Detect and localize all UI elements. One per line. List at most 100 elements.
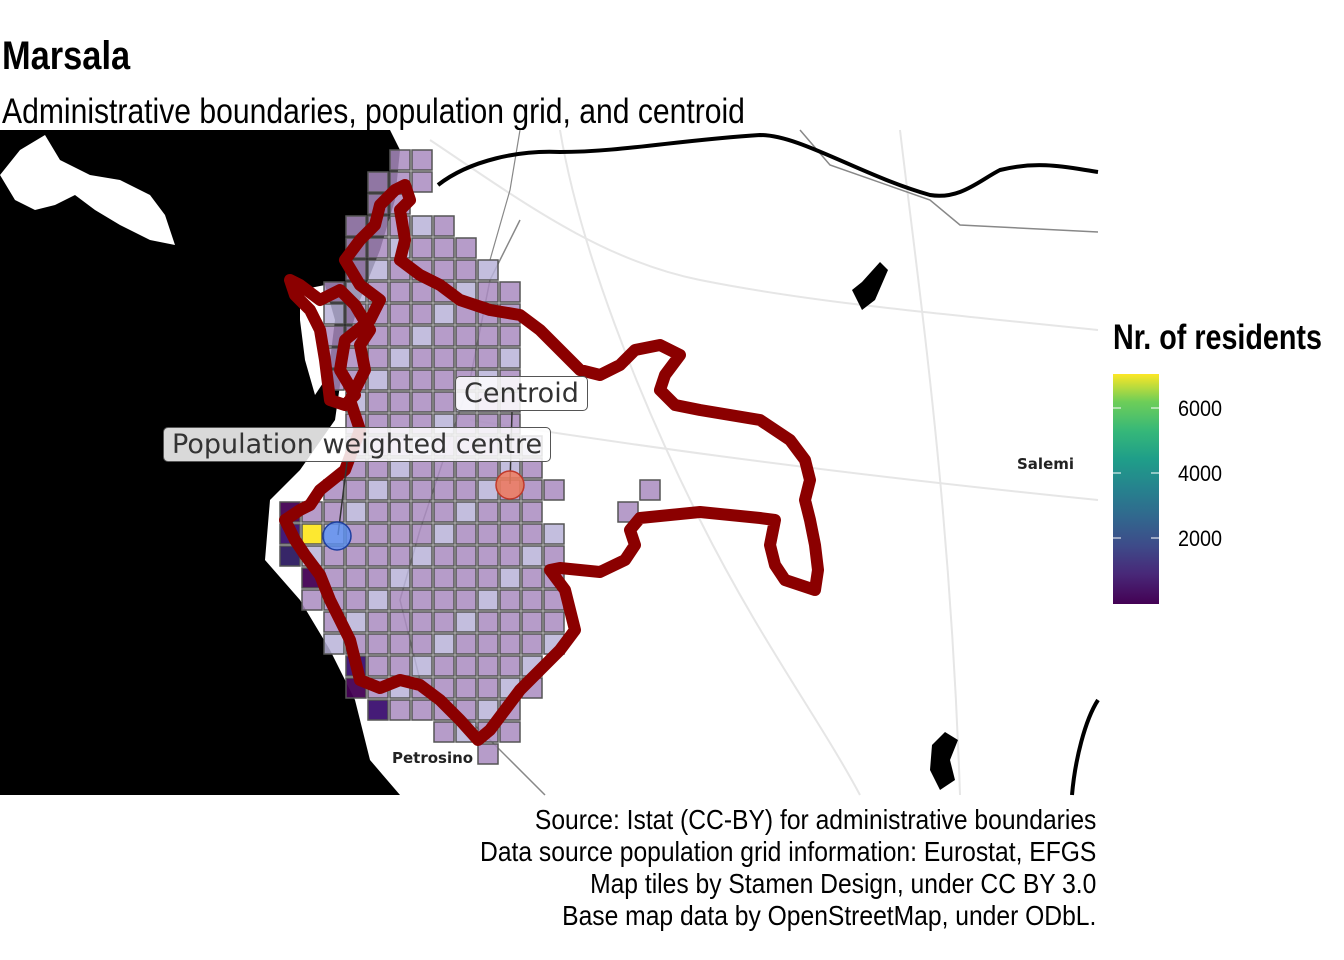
grid-cell bbox=[477, 743, 499, 765]
grid-cell bbox=[455, 567, 477, 589]
grid-cell bbox=[389, 611, 411, 633]
grid-cell bbox=[477, 633, 499, 655]
grid-cell bbox=[499, 347, 521, 369]
grid-cell bbox=[477, 347, 499, 369]
grid-cell bbox=[455, 633, 477, 655]
grid-cell bbox=[433, 237, 455, 259]
grid-cell bbox=[389, 545, 411, 567]
grid-cell bbox=[411, 171, 433, 193]
grid-cell bbox=[433, 391, 455, 413]
grid-cell bbox=[389, 479, 411, 501]
place-salemi: Salemi bbox=[1017, 455, 1075, 473]
island-north bbox=[0, 135, 175, 245]
grid-cell bbox=[477, 281, 499, 303]
grid-cell bbox=[411, 633, 433, 655]
grid-cell bbox=[301, 589, 323, 611]
grid-cell bbox=[455, 545, 477, 567]
grid-cell bbox=[477, 501, 499, 523]
grid-cell bbox=[477, 611, 499, 633]
grid-cell bbox=[433, 259, 455, 281]
grid-cell bbox=[345, 589, 367, 611]
map-title: Marsala bbox=[2, 34, 131, 78]
grid-cell bbox=[477, 567, 499, 589]
legend-title: Nr. of residents bbox=[1113, 318, 1322, 357]
grid-cell bbox=[411, 149, 433, 171]
grid-cell bbox=[367, 633, 389, 655]
grid-cell bbox=[389, 633, 411, 655]
grid-cell bbox=[389, 303, 411, 325]
grid-cell bbox=[499, 281, 521, 303]
grid-cell bbox=[477, 589, 499, 611]
grid-cell bbox=[521, 611, 543, 633]
legend-tick-4000: 4000 bbox=[1178, 461, 1223, 486]
grid-cell bbox=[499, 589, 521, 611]
grid-cell bbox=[367, 369, 389, 391]
grid-cell bbox=[389, 347, 411, 369]
grid-cell bbox=[477, 479, 499, 501]
grid-cell bbox=[433, 325, 455, 347]
grid-cell bbox=[389, 699, 411, 721]
place-petrosino: Petrosino bbox=[392, 749, 474, 767]
grid-cell bbox=[455, 677, 477, 699]
grid-cell bbox=[367, 237, 389, 259]
legend-colorbar bbox=[1113, 374, 1159, 604]
grid-cell bbox=[499, 633, 521, 655]
grid-cell bbox=[433, 611, 455, 633]
grid-cell bbox=[499, 501, 521, 523]
map-caption: Source: Istat (CC-BY) for administrative… bbox=[396, 804, 1096, 932]
grid-cell bbox=[521, 501, 543, 523]
grid-cell bbox=[477, 545, 499, 567]
legend-tick-2000: 2000 bbox=[1178, 526, 1223, 551]
grid-cell bbox=[433, 303, 455, 325]
grid-cell bbox=[455, 325, 477, 347]
caption-line-1: Source: Istat (CC-BY) for administrative… bbox=[534, 804, 1096, 835]
centroid-label: Centroid bbox=[455, 376, 588, 411]
grid-cell bbox=[411, 391, 433, 413]
grid-cell bbox=[389, 567, 411, 589]
grid-cell bbox=[639, 479, 661, 501]
centroid-point bbox=[495, 470, 525, 500]
grid-cell bbox=[499, 655, 521, 677]
grid-cell bbox=[543, 479, 565, 501]
lake-1 bbox=[852, 262, 888, 310]
grid-cell bbox=[433, 369, 455, 391]
weighted-centre-point bbox=[322, 521, 352, 551]
grid-cell bbox=[389, 391, 411, 413]
grid-cell bbox=[411, 479, 433, 501]
grid-cell bbox=[411, 215, 433, 237]
motorway bbox=[436, 132, 1099, 198]
grid-cell bbox=[499, 567, 521, 589]
grid-cell bbox=[389, 655, 411, 677]
grid-cell bbox=[433, 347, 455, 369]
grid-cell bbox=[477, 655, 499, 677]
grid-cell bbox=[455, 655, 477, 677]
grid-cell bbox=[345, 545, 367, 567]
grid-cell bbox=[367, 611, 389, 633]
grid-cell bbox=[411, 699, 433, 721]
grid-cell bbox=[367, 699, 389, 721]
grid-cell bbox=[411, 237, 433, 259]
lake-2 bbox=[930, 732, 958, 790]
grid-cell bbox=[433, 215, 455, 237]
grid-cell bbox=[521, 545, 543, 567]
grid-cell bbox=[521, 479, 543, 501]
grid-cell bbox=[521, 567, 543, 589]
grid-cell bbox=[411, 589, 433, 611]
grid-cell bbox=[455, 479, 477, 501]
grid-cell bbox=[477, 523, 499, 545]
weighted-centre-label: Population weighted centre bbox=[163, 427, 552, 462]
grid-cell bbox=[455, 237, 477, 259]
grid-cell bbox=[433, 501, 455, 523]
grid-cell bbox=[367, 523, 389, 545]
grid-cell bbox=[433, 567, 455, 589]
grid-cell bbox=[367, 259, 389, 281]
grid-cell bbox=[301, 523, 323, 545]
grid-cell bbox=[323, 303, 345, 325]
grid-cell bbox=[499, 721, 521, 743]
caption-line-2: Data source population grid information:… bbox=[479, 836, 1096, 867]
grid-cell bbox=[499, 545, 521, 567]
grid-cell bbox=[433, 721, 455, 743]
grid-cell bbox=[389, 149, 411, 171]
grid-cell bbox=[521, 523, 543, 545]
